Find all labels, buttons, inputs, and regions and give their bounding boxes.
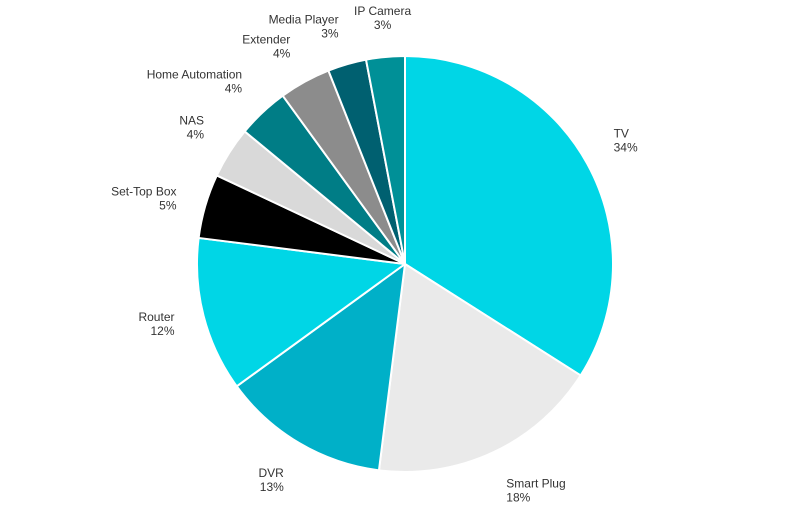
slice-percent-label: 18%	[506, 490, 530, 504]
slice-percent-label: 34%	[614, 140, 638, 154]
pie-slice-router	[196, 236, 406, 388]
slice-label: Set-Top Box	[111, 185, 176, 199]
slice-label: Router	[138, 310, 174, 324]
slice-label: TV	[614, 126, 629, 140]
slice-percent-label: 4%	[187, 128, 205, 142]
slice-label: Smart Plug	[506, 476, 565, 490]
slice-label: Home Automation	[147, 68, 242, 82]
slice-label: Extender	[242, 32, 290, 46]
pie-slice-tv	[404, 55, 614, 377]
slice-percent-label: 3%	[321, 27, 339, 41]
slice-label: Media Player	[269, 13, 339, 27]
slice-percent-label: 12%	[150, 324, 174, 338]
slice-percent-label: 3%	[374, 18, 392, 32]
slice-label: NAS	[179, 114, 204, 128]
pie-slice-ip-camera	[365, 54, 406, 265]
slice-percent-label: 5%	[159, 199, 177, 213]
slice-label: DVR	[258, 466, 284, 480]
slice-label: IP Camera	[354, 4, 411, 18]
pie-slice-dvr	[235, 263, 406, 472]
slice-percent-label: 13%	[260, 480, 284, 494]
pie-slices	[196, 54, 614, 473]
pie-slice-smart-plug	[377, 263, 582, 473]
slice-percent-label: 4%	[225, 82, 243, 96]
slice-percent-label: 4%	[273, 46, 291, 60]
